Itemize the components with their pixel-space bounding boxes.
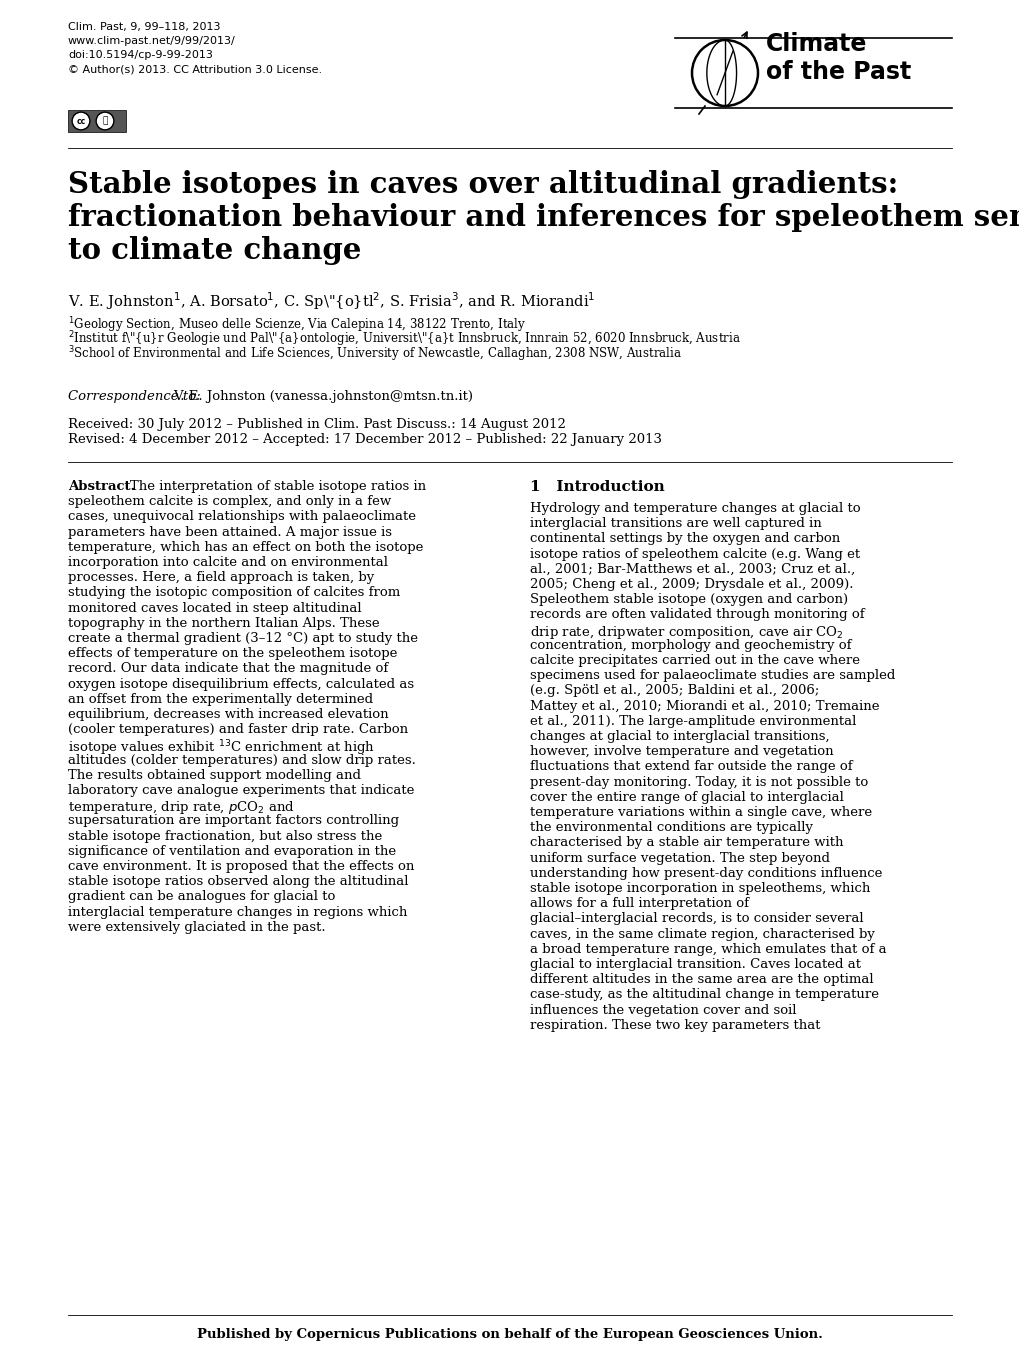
Text: studying the isotopic composition of calcites from: studying the isotopic composition of cal… xyxy=(68,586,399,600)
Circle shape xyxy=(96,112,114,130)
Text: Climate
of the Past: Climate of the Past xyxy=(765,32,910,85)
Text: drip rate, dripwater composition, cave air CO$_2$: drip rate, dripwater composition, cave a… xyxy=(530,624,843,640)
Text: specimens used for palaeoclimate studies are sampled: specimens used for palaeoclimate studies… xyxy=(530,670,895,682)
Text: glacial to interglacial transition. Caves located at: glacial to interglacial transition. Cave… xyxy=(530,958,860,971)
Text: fractionation behaviour and inferences for speleothem sensitivity: fractionation behaviour and inferences f… xyxy=(68,203,1019,231)
Text: however, involve temperature and vegetation: however, involve temperature and vegetat… xyxy=(530,745,833,759)
Text: temperature, drip rate, $p$CO$_2$ and: temperature, drip rate, $p$CO$_2$ and xyxy=(68,799,294,816)
Text: to climate change: to climate change xyxy=(68,235,361,265)
Text: isotope values exhibit $^{13}$C enrichment at high: isotope values exhibit $^{13}$C enrichme… xyxy=(68,738,375,759)
Text: oxygen isotope disequilibrium effects, calculated as: oxygen isotope disequilibrium effects, c… xyxy=(68,678,414,690)
Text: temperature, which has an effect on both the isotope: temperature, which has an effect on both… xyxy=(68,541,423,554)
Text: speleothem calcite is complex, and only in a few: speleothem calcite is complex, and only … xyxy=(68,495,391,508)
Text: cave environment. It is proposed that the effects on: cave environment. It is proposed that th… xyxy=(68,859,414,873)
Text: doi:10.5194/cp-9-99-2013: doi:10.5194/cp-9-99-2013 xyxy=(68,50,213,61)
Text: concentration, morphology and geochemistry of: concentration, morphology and geochemist… xyxy=(530,639,851,652)
Circle shape xyxy=(691,40,757,106)
Text: uniform surface vegetation. The step beyond: uniform surface vegetation. The step bey… xyxy=(530,851,829,865)
Text: present-day monitoring. Today, it is not possible to: present-day monitoring. Today, it is not… xyxy=(530,776,867,788)
Text: processes. Here, a field approach is taken, by: processes. Here, a field approach is tak… xyxy=(68,572,374,584)
Text: Published by Copernicus Publications on behalf of the European Geosciences Union: Published by Copernicus Publications on … xyxy=(197,1328,822,1341)
Text: an offset from the experimentally determined: an offset from the experimentally determ… xyxy=(68,693,373,706)
Text: Abstract.: Abstract. xyxy=(68,480,136,494)
Text: laboratory cave analogue experiments that indicate: laboratory cave analogue experiments tha… xyxy=(68,784,414,798)
Text: Correspondence to:: Correspondence to: xyxy=(68,390,201,403)
Text: a broad temperature range, which emulates that of a: a broad temperature range, which emulate… xyxy=(530,943,886,956)
Text: interglacial transitions are well captured in: interglacial transitions are well captur… xyxy=(530,518,821,530)
Text: altitudes (colder temperatures) and slow drip rates.: altitudes (colder temperatures) and slow… xyxy=(68,753,416,767)
Text: $^3$School of Environmental and Life Sciences, University of Newcastle, Callagha: $^3$School of Environmental and Life Sci… xyxy=(68,344,681,363)
Text: glacial–interglacial records, is to consider several: glacial–interglacial records, is to cons… xyxy=(530,912,863,925)
Text: gradient can be analogues for glacial to: gradient can be analogues for glacial to xyxy=(68,890,335,904)
Text: Clim. Past, 9, 99–118, 2013: Clim. Past, 9, 99–118, 2013 xyxy=(68,22,220,32)
Text: Revised: 4 December 2012 – Accepted: 17 December 2012 – Published: 22 January 20: Revised: 4 December 2012 – Accepted: 17 … xyxy=(68,433,661,447)
Text: et al., 2011). The large-amplitude environmental: et al., 2011). The large-amplitude envir… xyxy=(530,714,856,728)
Text: changes at glacial to interglacial transitions,: changes at glacial to interglacial trans… xyxy=(530,730,828,742)
Text: were extensively glaciated in the past.: were extensively glaciated in the past. xyxy=(68,921,325,933)
Text: stable isotope fractionation, but also stress the: stable isotope fractionation, but also s… xyxy=(68,830,382,842)
Text: $^2$Institut f\"{u}r Geologie und Pal\"{a}ontologie, Universit\"{a}t Innsbruck, : $^2$Institut f\"{u}r Geologie und Pal\"{… xyxy=(68,330,740,350)
Text: influences the vegetation cover and soil: influences the vegetation cover and soil xyxy=(530,1003,796,1017)
Text: cover the entire range of glacial to interglacial: cover the entire range of glacial to int… xyxy=(530,791,843,804)
Text: cases, unequivocal relationships with palaeoclimate: cases, unequivocal relationships with pa… xyxy=(68,510,416,523)
Text: 2005; Cheng et al., 2009; Drysdale et al., 2009).: 2005; Cheng et al., 2009; Drysdale et al… xyxy=(530,578,853,590)
Text: effects of temperature on the speleothem isotope: effects of temperature on the speleothem… xyxy=(68,647,397,660)
Circle shape xyxy=(72,112,90,130)
Text: Speleothem stable isotope (oxygen and carbon): Speleothem stable isotope (oxygen and ca… xyxy=(530,593,847,607)
Text: (e.g. Spötl et al., 2005; Baldini et al., 2006;: (e.g. Spötl et al., 2005; Baldini et al.… xyxy=(530,685,818,698)
Text: respiration. These two key parameters that: respiration. These two key parameters th… xyxy=(530,1018,819,1032)
Text: interglacial temperature changes in regions which: interglacial temperature changes in regi… xyxy=(68,905,407,919)
Text: continental settings by the oxygen and carbon: continental settings by the oxygen and c… xyxy=(530,533,840,546)
Text: The interpretation of stable isotope ratios in: The interpretation of stable isotope rat… xyxy=(129,480,426,494)
Text: (cooler temperatures) and faster drip rate. Carbon: (cooler temperatures) and faster drip ra… xyxy=(68,724,408,736)
Text: stable isotope incorporation in speleothems, which: stable isotope incorporation in speleoth… xyxy=(530,882,869,894)
Text: isotope ratios of speleothem calcite (e.g. Wang et: isotope ratios of speleothem calcite (e.… xyxy=(530,547,859,561)
Bar xyxy=(68,110,126,132)
Text: V. E. Johnston (vanessa.johnston@mtsn.tn.it): V. E. Johnston (vanessa.johnston@mtsn.tn… xyxy=(173,390,473,403)
Text: Stable isotopes in caves over altitudinal gradients:: Stable isotopes in caves over altitudina… xyxy=(68,169,898,199)
Text: equilibrium, decreases with increased elevation: equilibrium, decreases with increased el… xyxy=(68,707,388,721)
Text: The results obtained support modelling and: The results obtained support modelling a… xyxy=(68,769,361,781)
Text: different altitudes in the same area are the optimal: different altitudes in the same area are… xyxy=(530,974,872,986)
Text: V. E. Johnston$^1$, A. Borsato$^1$, C. Sp\"{o}tl$^2$, S. Frisia$^3$, and R. Mior: V. E. Johnston$^1$, A. Borsato$^1$, C. S… xyxy=(68,291,595,312)
Text: the environmental conditions are typically: the environmental conditions are typical… xyxy=(530,822,812,834)
Text: 1   Introduction: 1 Introduction xyxy=(530,480,664,494)
Text: www.clim-past.net/9/99/2013/: www.clim-past.net/9/99/2013/ xyxy=(68,36,235,46)
Text: Received: 30 July 2012 – Published in Clim. Past Discuss.: 14 August 2012: Received: 30 July 2012 – Published in Cl… xyxy=(68,418,566,430)
Text: parameters have been attained. A major issue is: parameters have been attained. A major i… xyxy=(68,526,391,538)
Text: characterised by a stable air temperature with: characterised by a stable air temperatur… xyxy=(530,837,843,850)
Text: understanding how present-day conditions influence: understanding how present-day conditions… xyxy=(530,866,881,880)
Text: significance of ventilation and evaporation in the: significance of ventilation and evaporat… xyxy=(68,845,395,858)
Text: temperature variations within a single cave, where: temperature variations within a single c… xyxy=(530,806,871,819)
Text: records are often validated through monitoring of: records are often validated through moni… xyxy=(530,608,864,621)
Text: al., 2001; Bar-Matthews et al., 2003; Cruz et al.,: al., 2001; Bar-Matthews et al., 2003; Cr… xyxy=(530,562,854,576)
Text: topography in the northern Italian Alps. These: topography in the northern Italian Alps.… xyxy=(68,617,379,629)
Text: Mattey et al., 2010; Miorandi et al., 2010; Tremaine: Mattey et al., 2010; Miorandi et al., 20… xyxy=(530,699,878,713)
Text: monitored caves located in steep altitudinal: monitored caves located in steep altitud… xyxy=(68,601,362,615)
Text: caves, in the same climate region, characterised by: caves, in the same climate region, chara… xyxy=(530,928,874,940)
Text: $^1$Geology Section, Museo delle Scienze, Via Calepina 14, 38122 Trento, Italy: $^1$Geology Section, Museo delle Scienze… xyxy=(68,315,526,335)
Text: supersaturation are important factors controlling: supersaturation are important factors co… xyxy=(68,815,398,827)
Text: ⓘ: ⓘ xyxy=(102,117,108,125)
Text: create a thermal gradient (3–12 °C) apt to study the: create a thermal gradient (3–12 °C) apt … xyxy=(68,632,418,646)
Text: record. Our data indicate that the magnitude of: record. Our data indicate that the magni… xyxy=(68,662,388,675)
Text: cc: cc xyxy=(76,117,86,125)
Text: allows for a full interpretation of: allows for a full interpretation of xyxy=(530,897,748,911)
Text: stable isotope ratios observed along the altitudinal: stable isotope ratios observed along the… xyxy=(68,876,408,888)
Text: Hydrology and temperature changes at glacial to: Hydrology and temperature changes at gla… xyxy=(530,502,860,515)
Text: fluctuations that extend far outside the range of: fluctuations that extend far outside the… xyxy=(530,760,852,773)
Text: calcite precipitates carried out in the cave where: calcite precipitates carried out in the … xyxy=(530,654,859,667)
Text: © Author(s) 2013. CC Attribution 3.0 License.: © Author(s) 2013. CC Attribution 3.0 Lic… xyxy=(68,65,322,74)
Text: case-study, as the altitudinal change in temperature: case-study, as the altitudinal change in… xyxy=(530,989,878,1002)
Text: incorporation into calcite and on environmental: incorporation into calcite and on enviro… xyxy=(68,555,387,569)
